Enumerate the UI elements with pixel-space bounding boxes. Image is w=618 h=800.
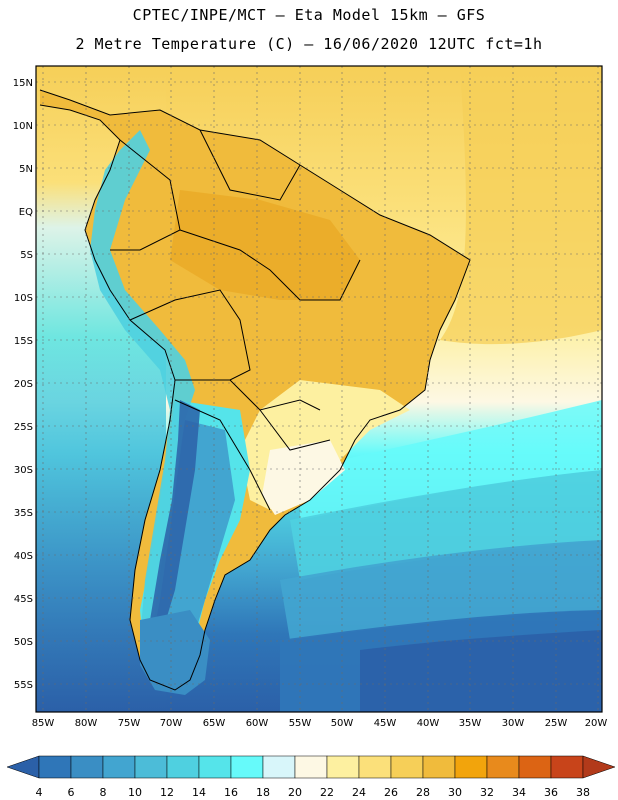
lon-label: 40W xyxy=(417,718,440,729)
lon-label: 75W xyxy=(118,718,141,729)
colorbar-right-arrow xyxy=(582,755,616,779)
lon-label: 35W xyxy=(459,718,482,729)
colorbar-label: 8 xyxy=(100,786,107,799)
colorbar-swatch xyxy=(198,755,232,779)
lat-label: 15N xyxy=(13,78,33,89)
title-line-1: CPTEC/INPE/MCT – Eta Model 15km – GFS xyxy=(132,6,486,24)
colorbar-label: 32 xyxy=(480,786,494,799)
colorbar-swatch xyxy=(38,755,72,779)
lon-label: 45W xyxy=(374,718,397,729)
colorbar-label: 24 xyxy=(352,786,366,799)
colorbar-swatch xyxy=(390,755,424,779)
lon-label: 50W xyxy=(331,718,354,729)
lon-label: 70W xyxy=(160,718,183,729)
colorbar-swatch xyxy=(230,755,264,779)
colorbar-label: 12 xyxy=(160,786,174,799)
lat-label: 20S xyxy=(14,379,33,390)
map-field xyxy=(36,66,602,712)
colorbar-label: 4 xyxy=(36,786,43,799)
colorbar-left-arrow xyxy=(6,755,40,779)
lon-label: 60W xyxy=(246,718,269,729)
map-frame xyxy=(35,65,603,713)
lat-label: 40S xyxy=(14,551,33,562)
lon-label: 20W xyxy=(585,718,608,729)
colorbar-swatch xyxy=(262,755,296,779)
colorbar-label: 10 xyxy=(128,786,142,799)
colorbar-swatch xyxy=(486,755,520,779)
colorbar-swatch xyxy=(550,755,584,779)
colorbar-label: 14 xyxy=(192,786,206,799)
colorbar-label: 6 xyxy=(68,786,75,799)
lat-label: 50S xyxy=(14,637,33,648)
colorbar-swatch xyxy=(70,755,104,779)
colorbar-swatch xyxy=(422,755,456,779)
colorbar-label: 20 xyxy=(288,786,302,799)
colorbar-label: 16 xyxy=(224,786,238,799)
colorbar-label: 26 xyxy=(384,786,398,799)
lat-label: 10S xyxy=(14,293,33,304)
colorbar-swatch xyxy=(518,755,552,779)
lon-label: 30W xyxy=(502,718,525,729)
colorbar-label: 34 xyxy=(512,786,526,799)
colorbar: 4 6 8 10 12 14 16 18 20 22 24 26 28 30 32 34 36 38 xyxy=(6,755,616,799)
lon-label: 55W xyxy=(289,718,312,729)
lon-label: 80W xyxy=(75,718,98,729)
grid-lines xyxy=(36,66,602,712)
lon-label: 85W xyxy=(32,718,55,729)
lat-label: 10N xyxy=(13,121,33,132)
lat-label: 30S xyxy=(14,465,33,476)
colorbar-swatch xyxy=(326,755,360,779)
lat-label: 5S xyxy=(20,250,33,261)
title-line-2: 2 Metre Temperature (C) – 16/06/2020 12U… xyxy=(75,35,543,53)
colorbar-swatch xyxy=(166,755,200,779)
colorbar-label: 38 xyxy=(576,786,590,799)
colorbar-swatch xyxy=(102,755,136,779)
colorbar-label: 28 xyxy=(416,786,430,799)
longitude-axis: 85W 80W 75W 70W 65W 60W 55W 50W 45W 40W … xyxy=(32,718,608,729)
colorbar-swatch xyxy=(454,755,488,779)
latitude-axis: 15N 10N 5N EQ 5S 10S 15S 20S 25S 30S 35S… xyxy=(13,78,33,691)
colorbar-label: 36 xyxy=(544,786,558,799)
colorbar-label: 22 xyxy=(320,786,334,799)
lon-label: 65W xyxy=(203,718,226,729)
lat-label: 15S xyxy=(14,336,33,347)
lat-label: 25S xyxy=(14,422,33,433)
colorbar-swatch xyxy=(358,755,392,779)
colorbar-swatch xyxy=(294,755,328,779)
lat-label: 45S xyxy=(14,594,33,605)
colorbar-swatch xyxy=(134,755,168,779)
lat-label: 5N xyxy=(19,164,33,175)
lon-label: 25W xyxy=(545,718,568,729)
lat-label: EQ xyxy=(19,207,33,218)
colorbar-label: 30 xyxy=(448,786,462,799)
lat-label: 35S xyxy=(14,508,33,519)
lat-label: 55S xyxy=(14,680,33,691)
colorbar-label: 18 xyxy=(256,786,270,799)
